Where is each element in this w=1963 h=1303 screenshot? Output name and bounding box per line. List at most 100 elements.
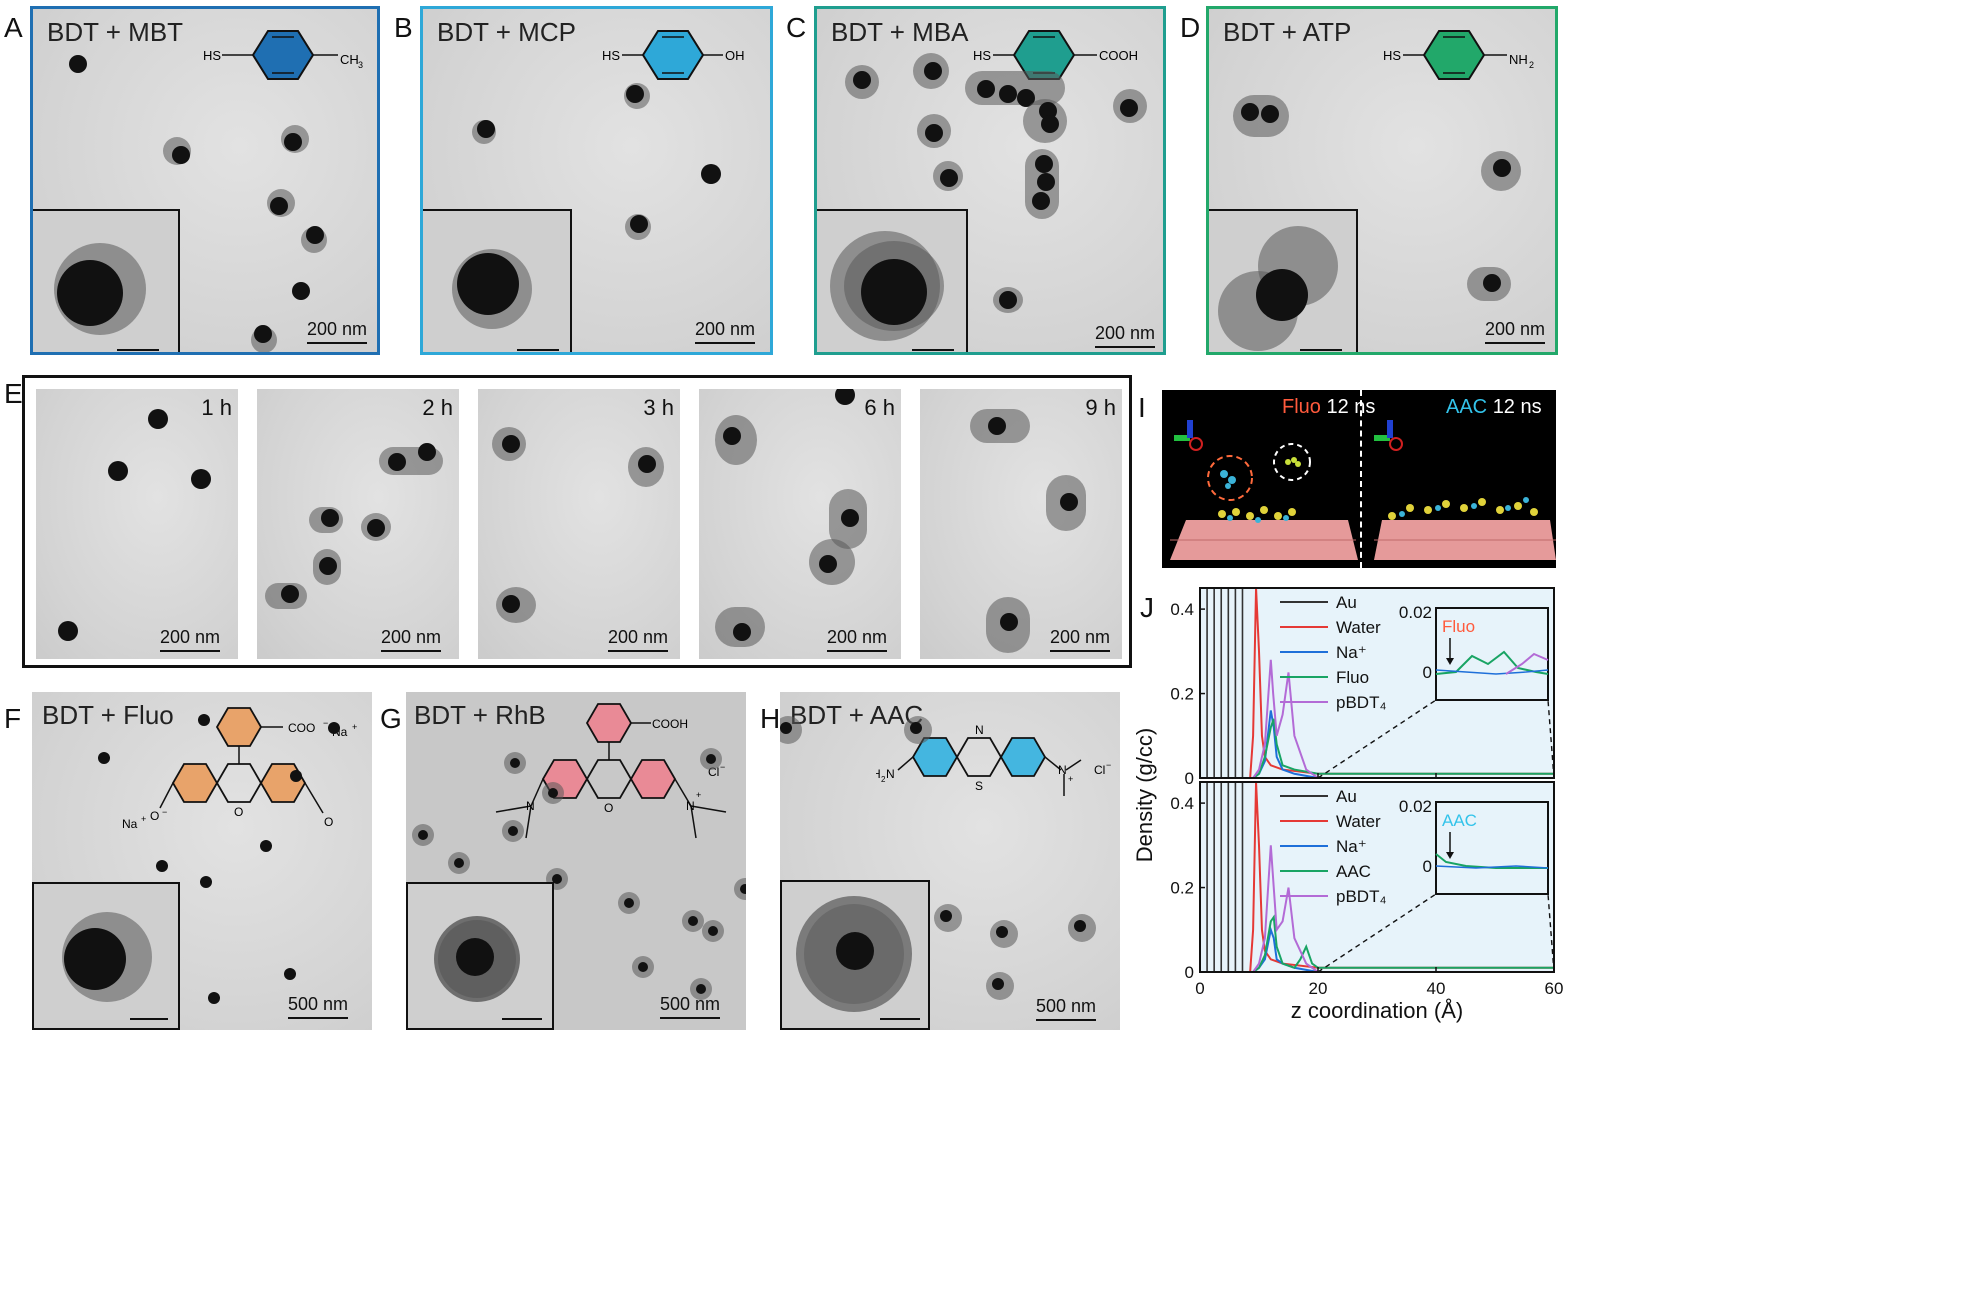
tem-image-a: BDT + MBT HS CH 3 200 nm xyxy=(30,6,380,355)
chart-xlabel: z coordination (Å) xyxy=(1291,998,1463,1023)
x-tick-label: 60 xyxy=(1545,979,1564,998)
legend-label-pBDT₄: pBDT₄ xyxy=(1336,693,1386,712)
svg-text:−: − xyxy=(162,807,167,817)
inset-ytick: 0 xyxy=(1423,857,1432,876)
series-line-AAC xyxy=(1252,914,1554,973)
panel-title-f: BDT + Fluo xyxy=(42,700,174,730)
tem-image-f: BDT + Fluo COO − Na + Na + O − O O xyxy=(32,692,372,1030)
svg-text:+: + xyxy=(696,790,701,800)
inset-arrowhead xyxy=(1446,658,1454,665)
panel-title-g: BDT + RhB xyxy=(414,700,546,730)
legend-label-Au: Au xyxy=(1336,593,1357,612)
chart-ylabel: Density (g/cc) xyxy=(1132,728,1157,862)
svg-text:O: O xyxy=(234,805,243,819)
tem-6h: 6 h 200 nm xyxy=(699,389,901,659)
scale-bar-a: 200 nm xyxy=(307,319,368,344)
scale-bar-h: 500 nm xyxy=(1036,996,1097,1021)
inset-label-1: AAC xyxy=(1442,811,1477,830)
inset-frame-1 xyxy=(1435,801,1549,895)
svg-text:NH: NH xyxy=(1509,52,1528,67)
svg-text:HS: HS xyxy=(602,48,620,63)
svg-text:COOH: COOH xyxy=(1099,48,1138,63)
inset-d xyxy=(1209,209,1358,352)
svg-text:COO: COO xyxy=(288,721,315,735)
tem-image-c: BDT + MBA HS COOH 200 nm xyxy=(814,6,1166,355)
inset-na-curve xyxy=(1435,865,1549,869)
tem-image-b: BDT + MCP HS OH 200 nm xyxy=(420,6,773,355)
series-line-pBDT₄ xyxy=(1252,659,1554,779)
density-chart: Density (g/cc) z coordination (Å) 0 0.2 0.… xyxy=(1132,587,1564,1023)
md-label-fluo: Fluo 12 ns xyxy=(1282,396,1376,418)
inset-h xyxy=(780,880,930,1030)
svg-text:+: + xyxy=(141,814,146,824)
svg-text:2: 2 xyxy=(881,775,886,784)
panel-letter-b: B xyxy=(394,12,413,43)
svg-text:HS: HS xyxy=(1383,48,1401,63)
y-tick-label: 0 xyxy=(1185,963,1194,982)
panel-title-a: BDT + MBT xyxy=(47,17,184,47)
inset-ytick: 0.02 xyxy=(1399,797,1432,816)
svg-text:O: O xyxy=(604,801,613,815)
mcp-structure: HS OH xyxy=(602,30,745,80)
svg-text:−: − xyxy=(323,718,328,728)
inset-c xyxy=(817,209,968,352)
svg-text:O: O xyxy=(324,815,333,829)
series-line-Fluo xyxy=(1252,718,1554,779)
x-tick-label: 0 xyxy=(1195,979,1204,998)
plot-frame-0 xyxy=(1199,587,1555,779)
inset-b xyxy=(423,209,572,352)
y-tick-label: 0 xyxy=(1185,769,1194,788)
scale-bar-d: 200 nm xyxy=(1485,319,1546,344)
svg-text:2: 2 xyxy=(1529,60,1534,70)
tem-1h: 1 h 200 nm xyxy=(36,389,238,659)
plot-frame-1 xyxy=(1199,781,1555,973)
svg-text:S: S xyxy=(975,779,983,793)
rhb-structure: COOH N O N+ Cl − xyxy=(495,703,727,839)
svg-text:N: N xyxy=(686,799,695,813)
x-tick-label: 40 xyxy=(1427,979,1446,998)
panel-letter-h: H xyxy=(760,703,781,734)
zoom-line xyxy=(1547,893,1555,973)
svg-text:COOH: COOH xyxy=(652,717,688,731)
inset-aac-curve xyxy=(1435,853,1548,869)
scale-bar-g: 500 nm xyxy=(660,994,721,1019)
panel-letter-c: C xyxy=(786,12,807,43)
inset-pbdt-curve xyxy=(1505,652,1549,675)
inset-na-curve xyxy=(1435,669,1549,675)
series-line-pBDT₄ xyxy=(1252,845,1554,973)
mbt-structure: HS CH 3 xyxy=(203,30,363,80)
tem-9h: 9 h 200 nm xyxy=(920,389,1122,659)
scale-bar-e3: 200 nm xyxy=(608,627,669,652)
y-tick-label: 0.4 xyxy=(1170,600,1194,619)
legend-label-Na⁺: Na⁺ xyxy=(1336,837,1367,856)
y-tick-label: 0.4 xyxy=(1170,794,1194,813)
svg-text:HS: HS xyxy=(973,48,991,63)
svg-text:O: O xyxy=(150,809,159,823)
zoom-line xyxy=(1317,699,1437,779)
inset-f xyxy=(32,882,180,1030)
time-series-frame xyxy=(22,375,1132,668)
svg-text:N: N xyxy=(526,799,535,813)
panel-letter-j: J xyxy=(1140,592,1154,623)
tem-image-g: BDT + RhB COOH N O N + Cl − xyxy=(406,692,746,1030)
scale-bar-f: 500 nm xyxy=(288,994,349,1019)
svg-text:H: H xyxy=(876,767,881,781)
panel-title-h: BDT + AAC xyxy=(790,700,924,730)
legend-label-Fluo: Fluo xyxy=(1336,668,1369,687)
scale-bar-e1: 200 nm xyxy=(160,627,221,652)
tem-image-d: BDT + ATP HS NH 2 200 nm xyxy=(1206,6,1558,355)
inset-g xyxy=(406,882,554,1030)
panel-letter-a: A xyxy=(4,12,23,43)
panel-title-b: BDT + MCP xyxy=(437,17,576,47)
svg-text:HS: HS xyxy=(203,48,221,63)
legend-label-Au: Au xyxy=(1336,787,1357,806)
svg-text:Cl: Cl xyxy=(708,765,719,779)
legend-label-pBDT₄: pBDT₄ xyxy=(1336,887,1386,906)
md-label-aac: AAC 12 ns xyxy=(1446,396,1542,418)
svg-text:N: N xyxy=(975,723,984,737)
inset-frame-0 xyxy=(1435,607,1549,701)
svg-text:N: N xyxy=(1058,763,1067,777)
legend-label-Water: Water xyxy=(1336,812,1381,831)
